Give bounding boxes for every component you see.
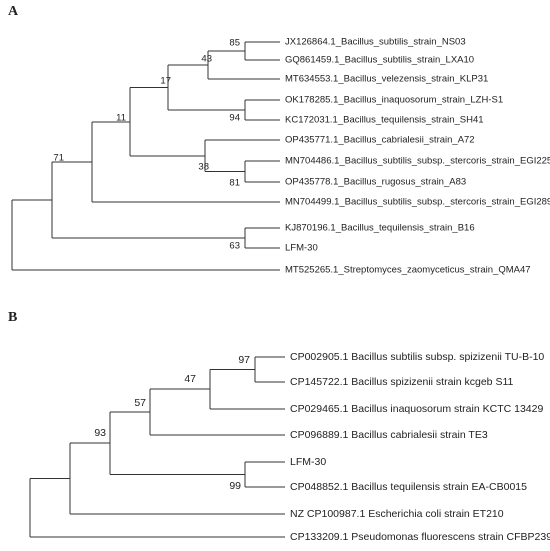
bootstrap-value: 71 — [53, 153, 64, 164]
leaf-label: CP096889.1 Bacillus cabrialesii strain T… — [290, 429, 488, 441]
panel-label: B — [8, 310, 17, 325]
bootstrap-value: 17 — [160, 76, 171, 87]
bootstrap-value: 38 — [198, 162, 209, 173]
leaf-label: NZ CP100987.1 Escherichia coli strain ET… — [290, 508, 504, 520]
leaf-label: GQ861459.1_Bacillus_subtilis_strain_LXA1… — [285, 55, 474, 66]
bootstrap-value: 63 — [229, 241, 240, 252]
bootstrap-value: 85 — [229, 38, 240, 49]
leaf-label: CP029465.1 Bacillus inaquosorum strain K… — [290, 403, 543, 415]
leaf-label: OP435778.1_Bacillus_rugosus_strain_A83 — [285, 177, 466, 188]
bootstrap-value: 97 — [238, 354, 250, 366]
leaf-label: CP145722.1 Bacillus spizizenii strain kc… — [290, 376, 514, 388]
leaf-label: MT525265.1_Streptomyces_zaomyceticus_str… — [285, 265, 531, 276]
leaf-label: LFM-30 — [290, 456, 326, 468]
leaf-label: OK178285.1_Bacillus_inaquosorum_strain_L… — [285, 95, 503, 106]
bootstrap-value: 43 — [201, 54, 212, 65]
bootstrap-value: 57 — [134, 397, 146, 409]
leaf-label: OP435771.1_Bacillus_cabrialesii_strain_A… — [285, 135, 475, 146]
leaf-label: CP002905.1 Bacillus subtilis subsp. spiz… — [290, 351, 544, 363]
bootstrap-value: 81 — [229, 178, 240, 189]
bootstrap-value: 99 — [229, 480, 241, 492]
leaf-label: CP048852.1 Bacillus tequilensis strain E… — [290, 481, 527, 493]
leaf-label: CP133209.1 Pseudomonas fluorescens strai… — [290, 531, 550, 543]
bootstrap-value: 94 — [229, 113, 240, 124]
leaf-label: LFM-30 — [285, 243, 318, 254]
leaf-label: JX126864.1_Bacillus_subtilis_strain_NS03 — [285, 37, 466, 48]
bootstrap-value: 93 — [94, 427, 106, 439]
leaf-label: MN704486.1_Bacillus_subtilis_subsp._ster… — [285, 156, 550, 167]
bootstrap-value: 11 — [116, 113, 126, 124]
leaf-label: KJ870196.1_Bacillus_tequilensis_strain_B… — [285, 223, 475, 234]
leaf-label: MN704499.1_Bacillus_subtilis_subsp._ster… — [285, 197, 550, 208]
leaf-label: MT634553.1_Bacillus_velezensis_strain_KL… — [285, 74, 488, 85]
bootstrap-value: 47 — [184, 373, 196, 385]
panel-label: A — [8, 4, 19, 19]
leaf-label: KC172031.1_Bacillus_tequilensis_strain_S… — [285, 115, 484, 126]
